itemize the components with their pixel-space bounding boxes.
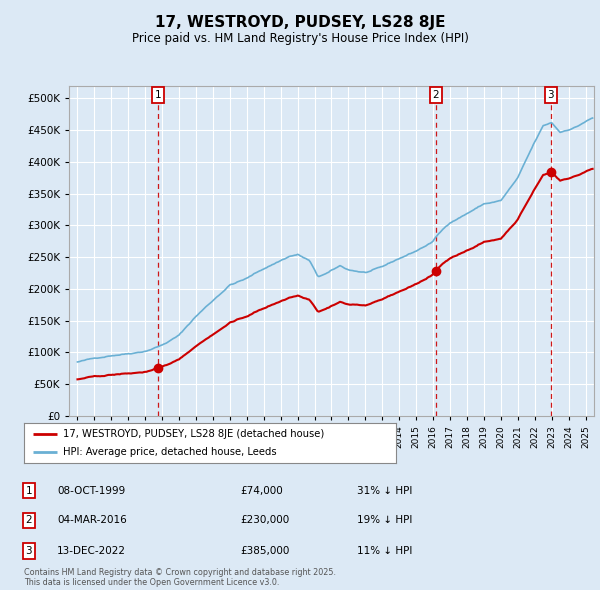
Text: This data is licensed under the Open Government Licence v3.0.: This data is licensed under the Open Gov… [24, 578, 280, 587]
Text: 17, WESTROYD, PUDSEY, LS28 8JE (detached house): 17, WESTROYD, PUDSEY, LS28 8JE (detached… [63, 429, 325, 439]
Text: 19% ↓ HPI: 19% ↓ HPI [357, 516, 412, 525]
Text: £74,000: £74,000 [240, 486, 283, 496]
Text: 2: 2 [25, 516, 32, 525]
Text: 1: 1 [155, 90, 161, 100]
Text: Contains HM Land Registry data © Crown copyright and database right 2025.: Contains HM Land Registry data © Crown c… [24, 568, 336, 577]
Text: £230,000: £230,000 [240, 516, 289, 525]
Text: 1: 1 [25, 486, 32, 496]
Text: 3: 3 [548, 90, 554, 100]
Text: 3: 3 [25, 546, 32, 556]
Text: 31% ↓ HPI: 31% ↓ HPI [357, 486, 412, 496]
Text: 08-OCT-1999: 08-OCT-1999 [57, 486, 125, 496]
Text: 11% ↓ HPI: 11% ↓ HPI [357, 546, 412, 556]
Text: HPI: Average price, detached house, Leeds: HPI: Average price, detached house, Leed… [63, 447, 277, 457]
Text: Price paid vs. HM Land Registry's House Price Index (HPI): Price paid vs. HM Land Registry's House … [131, 32, 469, 45]
Text: 2: 2 [433, 90, 439, 100]
Text: 13-DEC-2022: 13-DEC-2022 [57, 546, 126, 556]
Text: 04-MAR-2016: 04-MAR-2016 [57, 516, 127, 525]
Text: £385,000: £385,000 [240, 546, 289, 556]
Text: 17, WESTROYD, PUDSEY, LS28 8JE: 17, WESTROYD, PUDSEY, LS28 8JE [155, 15, 445, 30]
